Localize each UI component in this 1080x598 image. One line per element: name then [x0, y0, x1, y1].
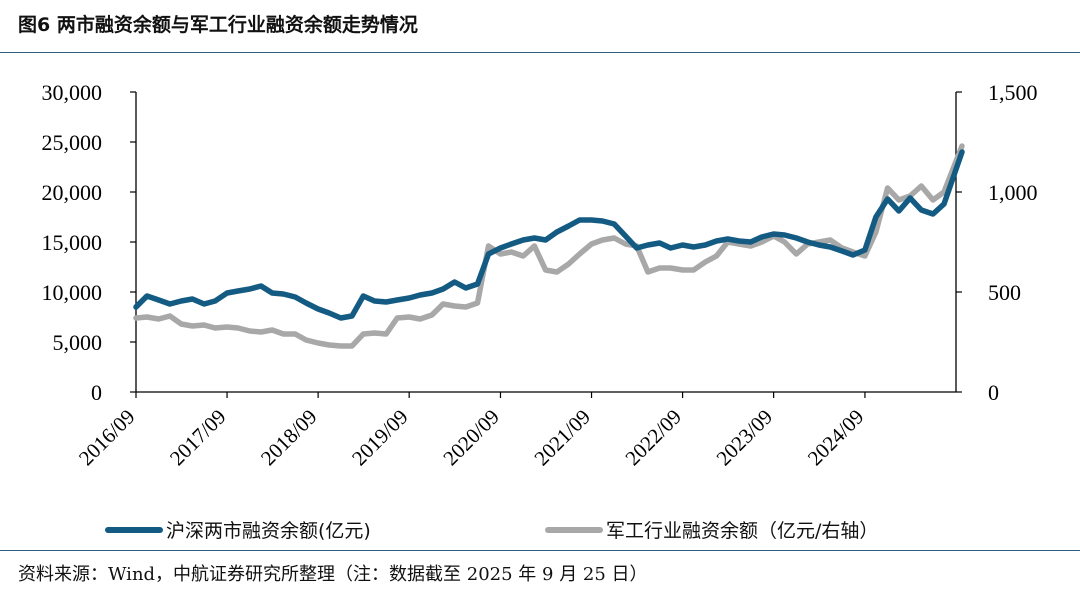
chart-axes: 0 5,000 10,000 15,000 20,000 25,000 30,000 0 500…	[42, 80, 1038, 470]
series-line-military-industry	[133, 143, 965, 349]
bottom-rule	[0, 550, 1080, 551]
left-axis-tick-label: 25,000	[42, 130, 103, 155]
x-axis-tick-label: 2016/09	[74, 405, 140, 471]
left-axis-tick-label: 10,000	[42, 280, 103, 305]
right-axis-tick-label: 0	[988, 380, 999, 405]
x-axis-tick-label: 2021/09	[529, 405, 595, 471]
source-note: 资料来源：Wind，中航证券研究所整理（注：数据截至 2025 年 9 月 25…	[18, 564, 648, 585]
legend-item-military-industry-label: 军工行业融资余额（亿元/右轴）	[606, 520, 878, 542]
right-axis-tick-label: 1,500	[988, 80, 1038, 105]
top-rule	[0, 52, 1080, 53]
x-axis-tick-label: 2018/09	[256, 405, 322, 471]
x-axis-tick-label: 2019/09	[347, 405, 413, 471]
right-axis-tick-label: 1,000	[988, 180, 1038, 205]
chart-series-layer	[133, 143, 965, 349]
left-axis-tick-label: 30,000	[42, 80, 103, 105]
chart-title: 图6 两市融资余额与军工行业融资余额走势情况	[18, 14, 418, 36]
left-axis-tick-label: 0	[91, 380, 102, 405]
x-axis-tick-label: 2024/09	[803, 405, 869, 471]
chart-legend: 沪深两市融资余额(亿元) 军工行业融资余额（亿元/右轴）	[105, 520, 878, 542]
chart: 0 5,000 10,000 15,000 20,000 25,000 30,000 0 500…	[42, 80, 1038, 542]
left-axis-tick-label: 20,000	[42, 180, 103, 205]
left-axis-tick-label: 5,000	[53, 330, 103, 355]
x-axis-tick-label: 2017/09	[165, 405, 231, 471]
x-axis-tick-label: 2022/09	[620, 405, 686, 471]
series-line-two-markets	[133, 149, 965, 321]
x-axis-tick-label: 2020/09	[438, 405, 504, 471]
legend-item-two-markets-label: 沪深两市融资余额(亿元)	[166, 520, 371, 542]
left-axis-tick-label: 15,000	[42, 230, 103, 255]
right-axis-tick-label: 500	[988, 280, 1021, 305]
x-axis-tick-label: 2023/09	[712, 405, 778, 471]
